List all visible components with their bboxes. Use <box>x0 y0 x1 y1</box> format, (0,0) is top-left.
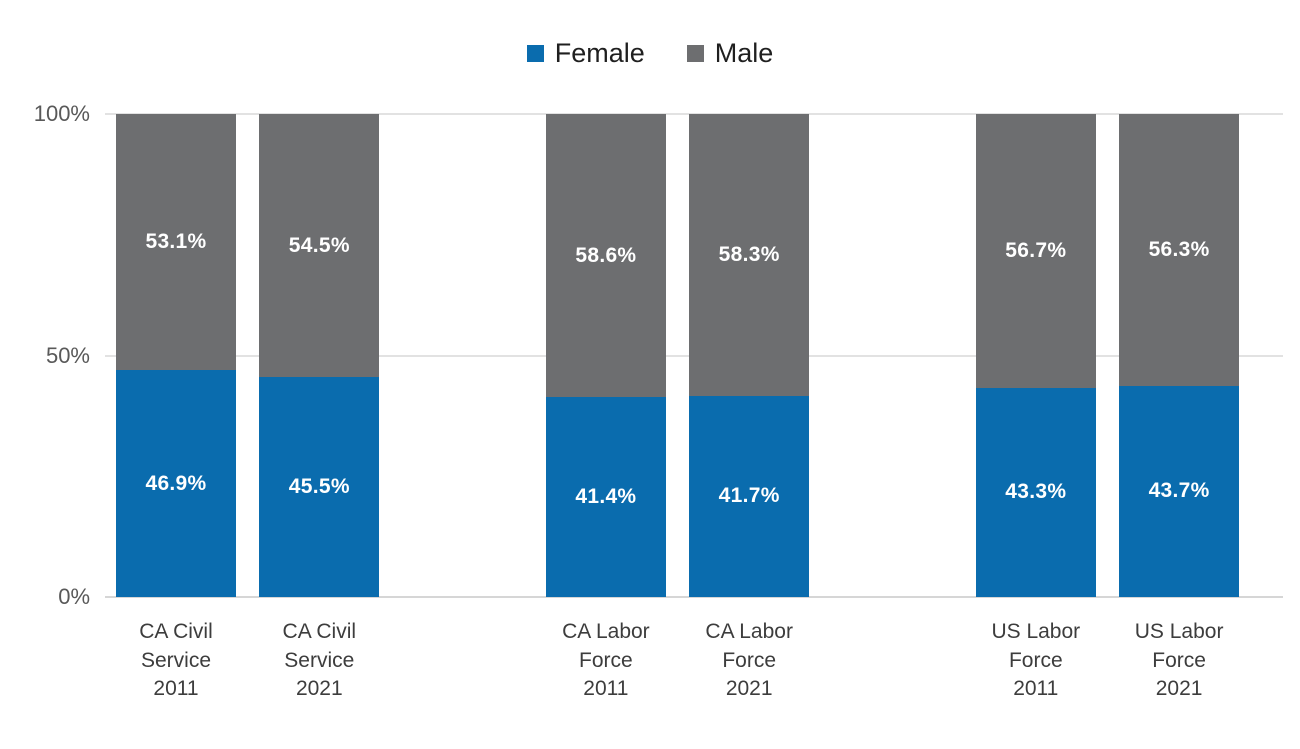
bar-segment-female: 41.4% <box>545 397 666 597</box>
bar-segment-female: 46.9% <box>116 370 236 597</box>
bar-segment-female: 43.3% <box>975 387 1096 597</box>
male-value-label: 58.3% <box>718 242 780 266</box>
x-category-label: US Labor Force 2011 <box>991 620 1081 700</box>
x-category-label: CA Labor Force 2011 <box>562 620 650 700</box>
female-value-label: 41.4% <box>575 485 637 508</box>
x-category-label: US Labor Force 2021 <box>1134 620 1224 700</box>
male-value-label: 54.5% <box>288 233 350 257</box>
legend-item-female: Female <box>526 37 645 68</box>
legend-label: Male <box>714 37 774 68</box>
legend-item-male: Male <box>686 37 774 68</box>
bar-segment-male: 58.6% <box>545 114 666 398</box>
bar-2: 58.6% 41.4% <box>545 114 666 597</box>
y-tick-label: 100% <box>33 101 90 126</box>
bar-segment-male: 56.3% <box>1119 114 1240 386</box>
y-tick-label: 50% <box>45 342 90 368</box>
bar-segment-female: 41.7% <box>689 395 810 597</box>
female-value-label: 46.9% <box>145 471 207 495</box>
legend-label: Female <box>554 37 645 68</box>
bar-segment-female: 43.7% <box>1119 385 1240 597</box>
plot-area: 53.1% 46.9% 54.5% 45.5% 58.6% 41.4% 58.3% 41.7%… <box>105 113 1283 598</box>
x-category-label: CA Civil Service 2011 <box>139 620 213 700</box>
bar-0: 53.1% 46.9% <box>116 114 236 597</box>
bar-segment-male: 53.1% <box>116 114 236 371</box>
bar-3: 58.3% 41.7% <box>689 114 810 597</box>
y-tick-label: 0% <box>58 584 90 609</box>
female-value-label: 43.7% <box>1148 479 1210 503</box>
bar-1: 54.5% 45.5% <box>259 114 380 597</box>
bar-4: 56.7% 43.3% <box>975 114 1096 597</box>
female-value-label: 41.7% <box>718 484 780 508</box>
x-category-label: CA Labor Force 2021 <box>705 620 793 700</box>
legend-swatch-icon <box>526 44 544 62</box>
female-value-label: 45.5% <box>288 475 350 499</box>
chart-legend: Female Male <box>0 34 1300 72</box>
male-value-label: 53.1% <box>145 230 207 254</box>
bar-5: 56.3% 43.7% <box>1119 114 1240 597</box>
legend-swatch-icon <box>686 44 704 62</box>
female-value-label: 43.3% <box>1005 480 1067 504</box>
bar-segment-male: 56.7% <box>975 114 1096 388</box>
bar-segment-female: 45.5% <box>259 377 380 597</box>
gridline-0 <box>105 596 1283 598</box>
male-value-label: 56.3% <box>1148 237 1210 261</box>
male-value-label: 56.7% <box>1005 238 1067 262</box>
bar-segment-male: 54.5% <box>259 114 380 378</box>
male-value-label: 58.6% <box>575 243 637 267</box>
bar-segment-male: 58.3% <box>689 114 810 396</box>
x-category-label: CA Civil Service 2021 <box>282 620 357 700</box>
